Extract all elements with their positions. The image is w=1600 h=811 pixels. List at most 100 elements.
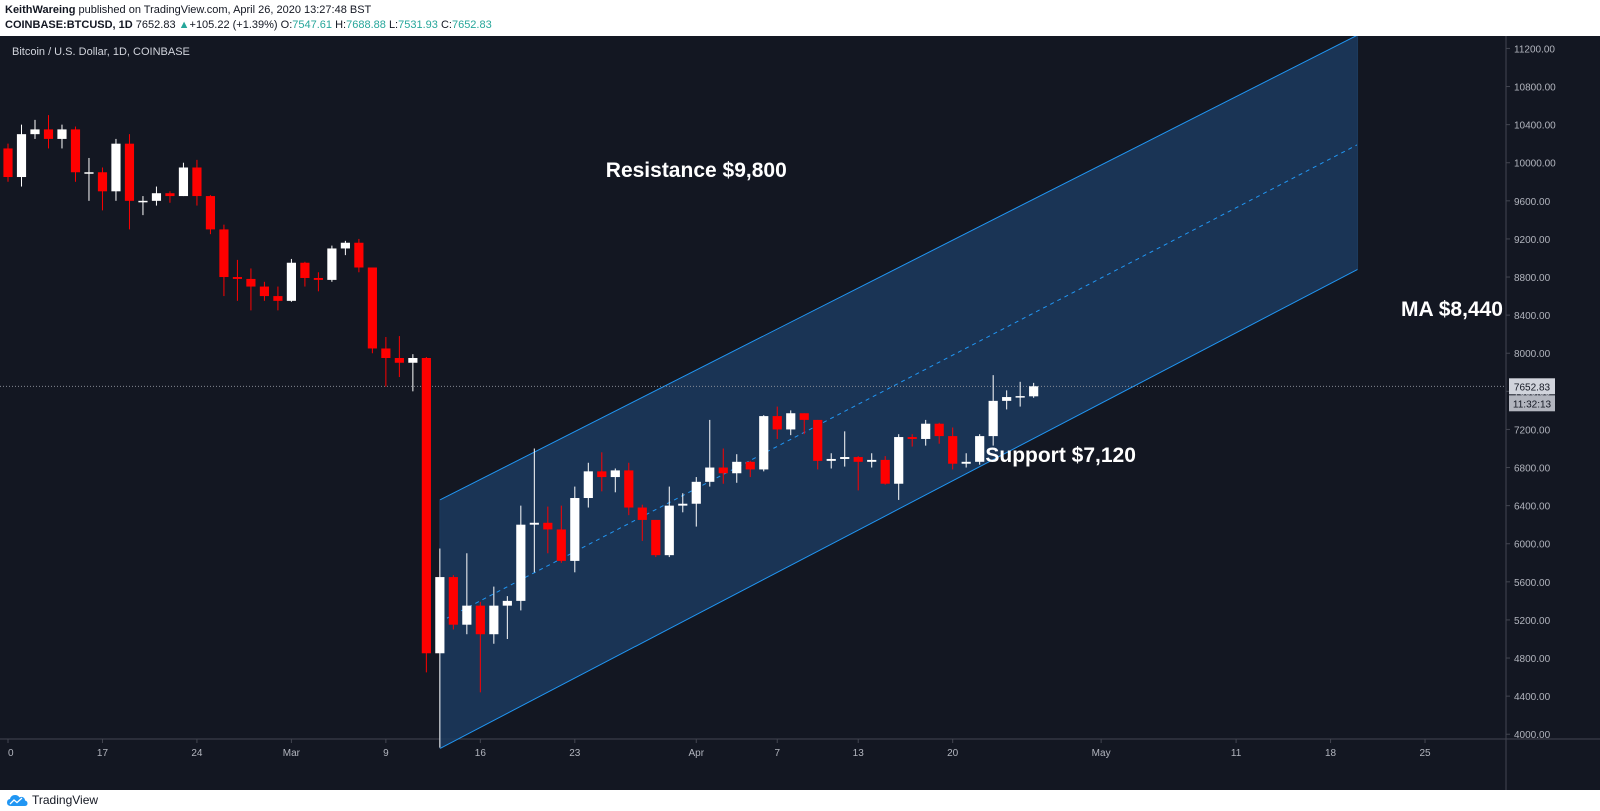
x-tick-label: Mar bbox=[283, 748, 301, 759]
candle-body bbox=[529, 522, 539, 525]
candle-body bbox=[840, 457, 850, 459]
candle-body bbox=[1015, 396, 1025, 398]
y-tick-label: 9200.00 bbox=[1514, 235, 1551, 246]
candle-body bbox=[610, 470, 620, 478]
open-value: 7547.61 bbox=[292, 19, 333, 31]
candle-body bbox=[637, 507, 647, 520]
candle-body bbox=[84, 172, 94, 174]
candle-body bbox=[286, 262, 296, 301]
candle-body bbox=[151, 193, 162, 201]
x-tick-label: May bbox=[1092, 748, 1111, 759]
candle-body bbox=[489, 605, 499, 635]
candle-body bbox=[421, 357, 431, 654]
y-tick-label: 11200.00 bbox=[1514, 44, 1555, 55]
high-value: 7688.88 bbox=[346, 19, 386, 31]
x-tick-label: 11 bbox=[1231, 748, 1242, 759]
x-tick-label: 17 bbox=[97, 748, 109, 759]
chart-header: KeithWareing published on TradingView.co… bbox=[0, 0, 1600, 36]
candle-body bbox=[70, 129, 81, 173]
tradingview-logo[interactable]: TradingView bbox=[6, 793, 98, 807]
candle-body bbox=[664, 505, 674, 556]
x-tick-label: 20 bbox=[947, 748, 959, 759]
y-tick-label: 4800.00 bbox=[1514, 654, 1551, 665]
y-tick-label: 6000.00 bbox=[1514, 540, 1551, 551]
y-tick-label: 8400.00 bbox=[1514, 311, 1551, 322]
candle-body bbox=[813, 419, 823, 461]
candle-body bbox=[327, 248, 337, 280]
candle-body bbox=[786, 413, 796, 430]
candle-body bbox=[543, 522, 553, 530]
price-chart[interactable]: Bitcoin / U.S. Dollar, 1D, COINBASE 4000.… bbox=[0, 36, 1600, 790]
candle-body bbox=[313, 277, 323, 280]
y-tick-label: 10800.00 bbox=[1514, 83, 1556, 94]
candle-body bbox=[799, 413, 809, 420]
x-tick-label: 25 bbox=[1419, 748, 1431, 759]
countdown-badge-label: 11:32:13 bbox=[1513, 399, 1552, 410]
y-tick-label: 8000.00 bbox=[1514, 349, 1551, 360]
chart-area[interactable]: Bitcoin / U.S. Dollar, 1D, COINBASE 4000.… bbox=[0, 36, 1600, 790]
candle-body bbox=[867, 459, 877, 462]
candle-body bbox=[246, 278, 256, 287]
x-tick-label: 13 bbox=[853, 748, 865, 759]
close-label: C: bbox=[440, 19, 452, 31]
close-value: 7652.83 bbox=[451, 19, 492, 31]
channel-upper-line bbox=[439, 36, 1357, 501]
candle-body bbox=[273, 296, 283, 301]
candle-body bbox=[340, 242, 350, 249]
countdown-badge bbox=[1509, 395, 1555, 412]
chart-title: Bitcoin / U.S. Dollar, 1D, COINBASE bbox=[12, 46, 190, 58]
candle-body bbox=[435, 577, 445, 654]
symbol-label: COINBASE:BTCUSD, 1D bbox=[5, 19, 133, 31]
published-text: published on TradingView.com, April 26, … bbox=[75, 4, 372, 16]
candle-body bbox=[975, 436, 985, 462]
candle-body bbox=[16, 134, 27, 178]
y-tick-label: 7200.00 bbox=[1514, 425, 1551, 436]
y-tick-label: 8800.00 bbox=[1514, 273, 1551, 284]
author-name[interactable]: KeithWareing bbox=[5, 4, 76, 16]
candle-body bbox=[678, 503, 688, 506]
x-tick-label: 16 bbox=[475, 748, 487, 759]
candle-body bbox=[556, 529, 566, 561]
brand-label: TradingView bbox=[32, 793, 99, 807]
candle-body bbox=[880, 459, 890, 484]
last-price-badge-label: 7652.83 bbox=[1514, 382, 1551, 393]
candle-body bbox=[205, 196, 216, 230]
annotation-label: Support $7,120 bbox=[985, 444, 1136, 467]
candle-body bbox=[394, 357, 404, 363]
y-tick-label: 5200.00 bbox=[1514, 616, 1551, 627]
candle-body bbox=[367, 267, 377, 349]
candle-body bbox=[988, 400, 998, 437]
candle-body bbox=[934, 423, 944, 437]
candle-body bbox=[732, 461, 742, 474]
candle-body bbox=[826, 458, 836, 461]
channel-fill bbox=[439, 36, 1358, 749]
x-tick-label: 24 bbox=[191, 748, 203, 759]
candle-body bbox=[97, 172, 108, 192]
x-tick-label: 9 bbox=[383, 748, 389, 759]
candle-body bbox=[43, 129, 54, 139]
candle-body bbox=[759, 416, 769, 470]
up-arrow-icon: ▲ bbox=[178, 19, 190, 31]
candle-body bbox=[516, 524, 526, 601]
y-tick-label: 4000.00 bbox=[1514, 730, 1551, 741]
candle-body bbox=[853, 457, 863, 462]
candle-body bbox=[111, 143, 121, 192]
candle-body bbox=[3, 148, 13, 178]
y-tick-label: 9600.00 bbox=[1514, 197, 1551, 208]
candle-body bbox=[907, 437, 917, 439]
candle-body bbox=[772, 416, 782, 430]
y-tick-label: 6400.00 bbox=[1514, 502, 1551, 513]
candle-body bbox=[354, 242, 364, 268]
candle-body bbox=[475, 605, 485, 635]
candle-body bbox=[502, 600, 512, 606]
candle-body bbox=[138, 200, 148, 203]
y-tick-label: 5600.00 bbox=[1514, 578, 1551, 589]
candle-body bbox=[705, 467, 715, 482]
high-label: H: bbox=[335, 19, 347, 31]
price-change: +105.22 (+1.39%) bbox=[189, 19, 278, 31]
candle-body bbox=[300, 262, 310, 278]
x-tick-label: 0 bbox=[8, 748, 14, 759]
candle-body bbox=[745, 461, 755, 470]
candle-body bbox=[30, 129, 40, 135]
tradingview-cloud-icon bbox=[7, 795, 28, 806]
